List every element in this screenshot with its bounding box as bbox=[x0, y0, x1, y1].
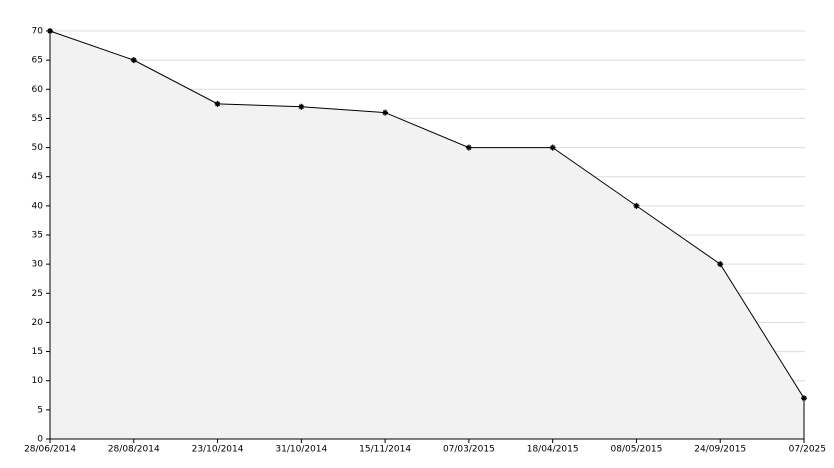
y-tick-label: 40 bbox=[32, 201, 44, 211]
line bbox=[49, 30, 805, 399]
x-tick-label: 28/06/2014 bbox=[24, 445, 76, 455]
y-tick-label: 25 bbox=[32, 289, 43, 299]
marker bbox=[465, 144, 472, 151]
x-tick-label: 15/11/2014 bbox=[359, 445, 411, 455]
y-tick-label: 65 bbox=[32, 56, 43, 66]
marker bbox=[298, 103, 305, 110]
y-tick-label: 5 bbox=[37, 405, 43, 415]
x-tick-label: 07/03/2015 bbox=[443, 445, 495, 455]
y-tick-label: 10 bbox=[32, 376, 44, 386]
x-tick-label: 18/04/2015 bbox=[527, 445, 579, 455]
y-tick-label: 30 bbox=[32, 260, 44, 270]
marker bbox=[549, 144, 556, 151]
y-tick-label: 50 bbox=[32, 143, 44, 153]
x-tick-label: 28/08/2014 bbox=[108, 445, 160, 455]
marker bbox=[382, 109, 389, 116]
y-tick-label: 20 bbox=[32, 318, 44, 328]
x-tick-label: 08/05/2015 bbox=[611, 445, 663, 455]
y-tick-label: 15 bbox=[32, 347, 43, 357]
marker bbox=[801, 395, 807, 402]
marker bbox=[633, 202, 640, 209]
area bbox=[50, 31, 804, 439]
y-tick-label: 60 bbox=[32, 85, 44, 95]
marker bbox=[214, 100, 221, 107]
marker bbox=[130, 57, 137, 64]
y-tick-label: 45 bbox=[32, 172, 43, 182]
y-tick-label: 55 bbox=[32, 114, 43, 124]
y-tick-label: 70 bbox=[32, 27, 44, 37]
y-tick-label: 0 bbox=[37, 435, 43, 445]
x-tick-label: 23/10/2014 bbox=[192, 445, 244, 455]
x-tick-label: 24/09/2015 bbox=[694, 445, 746, 455]
y-tick-label: 35 bbox=[32, 231, 43, 241]
x-tick-label: 31/10/2014 bbox=[275, 445, 327, 455]
marker bbox=[717, 261, 724, 268]
x-tick-label: 07/2025 bbox=[789, 445, 826, 455]
